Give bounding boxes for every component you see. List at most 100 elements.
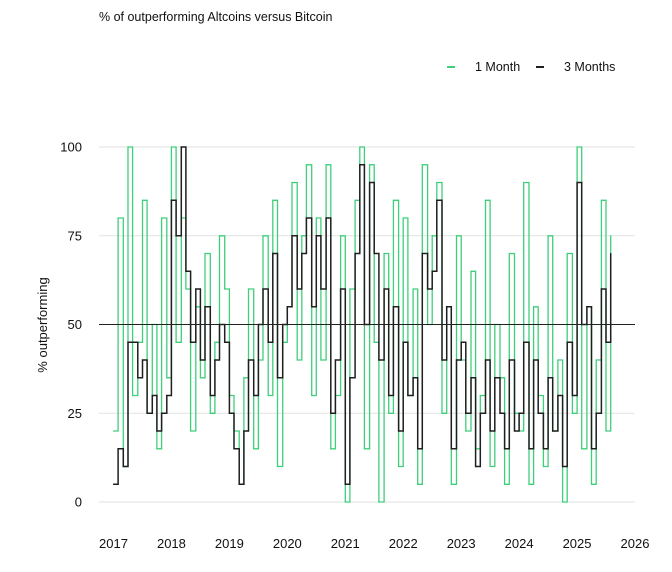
data-point [470,377,472,379]
data-point [504,483,506,485]
data-point [224,341,226,343]
data-point [349,377,351,379]
data-point [576,146,578,148]
data-point [363,448,365,450]
data-point [325,217,327,219]
data-point [189,341,192,343]
data-point [455,235,458,237]
data-point [392,306,394,308]
data-point [542,465,545,468]
data-point [218,235,221,237]
y-tick-label: 75 [68,228,82,243]
data-point [552,430,554,432]
data-point [175,235,177,237]
data-point [523,181,525,184]
data-point [441,412,443,414]
data-point [431,270,433,272]
data-point [446,306,448,308]
data-point [160,217,163,219]
data-point [137,377,139,379]
data-point [547,235,549,237]
data-point [127,341,129,343]
data-point [484,199,487,201]
data-point [354,199,356,201]
data-point [112,430,115,432]
data-point [431,235,433,237]
data-point [320,359,322,361]
data-point [586,306,588,308]
data-point [378,501,380,503]
data-point [354,252,356,255]
data-point [537,412,539,414]
legend-item-3-months: 3 Months [536,60,615,74]
data-point [301,252,303,255]
data-point [417,483,419,485]
data-point [243,377,245,379]
data-point [532,306,535,308]
x-tick-label: 2017 [99,536,128,551]
data-point [325,164,327,166]
data-point [600,199,602,201]
data-point [315,235,317,237]
data-point [369,164,371,166]
data-point [542,448,545,450]
data-point [484,359,487,361]
legend-label-3-months: 3 Months [564,60,616,74]
data-point [262,235,264,237]
data-point [566,341,568,343]
data-point [373,252,375,255]
data-point [243,430,245,432]
data-point [199,359,202,361]
data-point [600,288,602,290]
data-point [112,483,115,485]
data-point [489,430,491,432]
data-point [470,270,472,272]
data-point [315,217,317,219]
x-tick-label: 2023 [447,536,476,551]
data-point [605,341,607,343]
data-point [595,359,597,361]
data-point [132,341,134,343]
x-tick-label: 2021 [331,536,360,551]
data-point [276,465,279,468]
data-point [160,412,163,414]
data-point [311,306,313,308]
data-point [595,412,597,414]
data-point [320,288,322,290]
data-point [344,483,346,485]
data-point [276,377,279,379]
data-point [397,465,400,468]
data-point [204,252,206,255]
data-point [330,412,332,414]
legend-item-1-month: 1 Month [447,60,520,74]
data-point [460,341,462,343]
data-point [291,235,293,237]
data-point [436,199,438,201]
data-point [402,341,404,343]
data-point [253,448,255,450]
x-tick-label: 2022 [389,536,418,551]
data-point [286,306,288,308]
data-point [513,430,516,432]
data-point [581,448,583,450]
data-point [214,341,216,343]
data-point [262,288,264,290]
y-tick-label: 100 [60,140,82,155]
data-point [214,359,216,361]
data-point [156,430,158,432]
data-point [590,483,593,485]
y-tick-label: 25 [68,406,82,421]
data-point [504,448,506,450]
data-point [199,377,202,379]
data-point [494,377,496,379]
data-point [412,377,414,379]
data-point [209,394,211,397]
data-point [417,448,419,450]
data-point [189,430,192,432]
data-point [156,448,158,450]
data-point [388,412,390,414]
data-point [465,430,467,432]
data-point [610,252,612,255]
